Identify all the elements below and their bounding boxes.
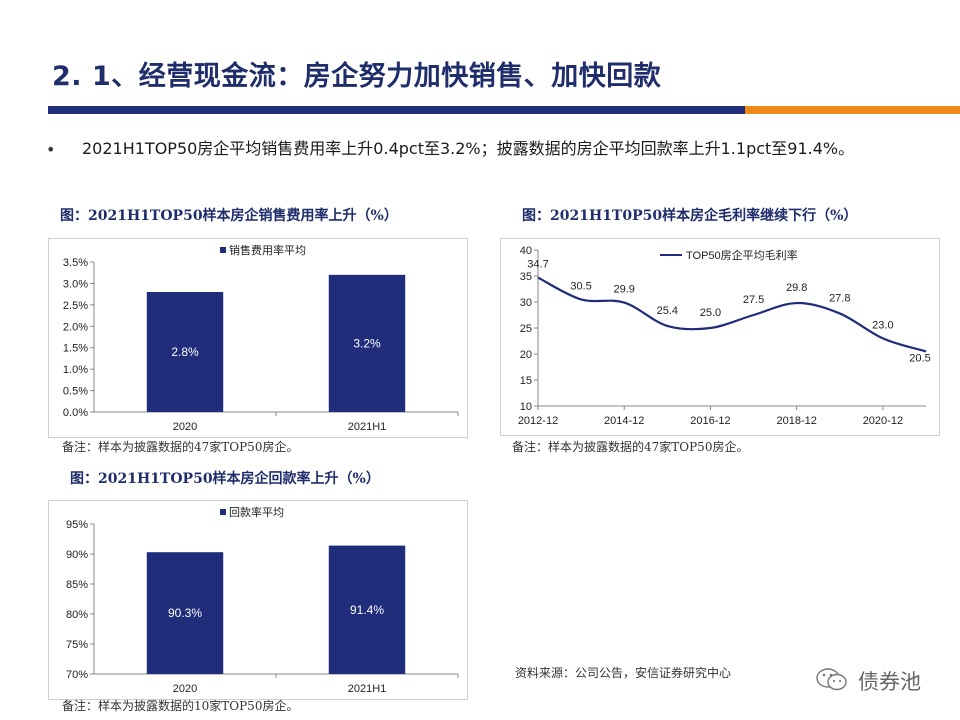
y-tick-label: 75% bbox=[66, 639, 88, 651]
bar bbox=[328, 274, 406, 412]
wechat-icon bbox=[816, 668, 847, 691]
chart-gross-margin: 10 15 20 25 30 35 40 2012-12 2014-12 2016-12 2018-… bbox=[500, 238, 940, 436]
data-label: 23.0 bbox=[872, 319, 893, 331]
chart3-note: 备注：样本为披露数据的10家TOP50房企。 bbox=[62, 699, 299, 713]
page-title: 2. 1、经营现金流：房企努力加快销售、加快回款 bbox=[52, 61, 662, 92]
series-line bbox=[537, 276, 927, 353]
bullet-text: 2021H1TOP50房企平均销售费用率上升0.4pct至3.2%；披露数据的房… bbox=[82, 139, 855, 158]
y-tick-label: 85% bbox=[66, 579, 88, 591]
y-tick-label: 40 bbox=[520, 245, 532, 257]
bar-value-label: 3.2% bbox=[353, 336, 381, 350]
y-tick-label: 70% bbox=[66, 669, 88, 681]
y-tick-label: 3.0% bbox=[63, 278, 88, 290]
x-tick-label: 2018-12 bbox=[776, 415, 816, 427]
bar bbox=[146, 552, 224, 674]
y-tick-label: 0.0% bbox=[63, 407, 88, 419]
bullet-icon: • bbox=[46, 140, 56, 159]
data-label: 25.4 bbox=[657, 305, 678, 317]
bar-value-label: 90.3% bbox=[168, 606, 202, 620]
y-tick-label: 95% bbox=[66, 519, 88, 531]
y-tick-label: 30 bbox=[520, 297, 532, 309]
data-label: 25.0 bbox=[700, 307, 721, 319]
data-label: 29.8 bbox=[786, 282, 807, 294]
y-tick-label: 25 bbox=[520, 323, 532, 335]
chart-border bbox=[48, 238, 468, 438]
bar bbox=[328, 545, 406, 674]
y-tick-label: 20 bbox=[520, 349, 532, 361]
legend-label: TOP50房企平均毛利率 bbox=[686, 248, 798, 262]
legend-label: 销售费用率平均 bbox=[229, 243, 306, 257]
legend-swatch bbox=[220, 509, 226, 515]
data-label: 30.5 bbox=[570, 280, 591, 292]
chart1-note: 备注：样本为披露数据的47家TOP50房企。 bbox=[62, 440, 299, 454]
y-tick-label: 1.0% bbox=[63, 364, 88, 376]
chart-collection-rate: 70% 75% 80% 85% 90% 95% 90.3% 2020 91.4% 2021H1 回款… bbox=[48, 500, 468, 700]
watermark-text: 债券池 bbox=[858, 670, 921, 694]
data-label: 20.5 bbox=[909, 352, 930, 364]
data-label: 27.5 bbox=[743, 294, 764, 306]
y-tick-label: 15 bbox=[520, 375, 532, 387]
chart1-caption: 图：2021H1TOP50样本房企销售费用率上升（%） bbox=[60, 208, 398, 224]
y-tick-label: 2.5% bbox=[63, 300, 88, 312]
y-tick-label: 35 bbox=[520, 271, 532, 283]
x-tick-label: 2020-12 bbox=[863, 415, 903, 427]
y-tick-label: 80% bbox=[66, 609, 88, 621]
chart-border bbox=[48, 500, 468, 700]
x-tick-label: 2021H1 bbox=[348, 421, 387, 433]
x-tick-label: 2021H1 bbox=[348, 683, 387, 695]
y-tick-label: 3.5% bbox=[63, 257, 88, 269]
wechat-watermark: 债券池 bbox=[812, 664, 942, 694]
y-tick-label: 2.0% bbox=[63, 321, 88, 333]
data-label: 29.9 bbox=[614, 284, 635, 296]
chart3-caption: 图：2021H1TOP50样本房企回款率上升（%） bbox=[70, 471, 380, 487]
bar bbox=[146, 292, 224, 412]
y-tick-label: 0.5% bbox=[63, 386, 88, 398]
bar-value-label: 2.8% bbox=[171, 345, 199, 359]
source-note: 资料来源：公司公告，安信证券研究中心 bbox=[515, 666, 732, 680]
y-tick-label: 90% bbox=[66, 549, 88, 561]
chart2-caption: 图：2021H1T0P50样本房企毛利率继续下行（%） bbox=[522, 208, 858, 224]
bar-value-label: 91.4% bbox=[350, 603, 384, 617]
legend-label: 回款率平均 bbox=[229, 505, 284, 519]
title-underline-orange bbox=[745, 106, 960, 114]
x-tick-label: 2020 bbox=[173, 683, 197, 695]
x-tick-label: 2014-12 bbox=[604, 415, 644, 427]
title-underline-blue bbox=[48, 106, 748, 114]
data-label: 34.7 bbox=[527, 259, 548, 271]
chart-border bbox=[500, 238, 940, 436]
x-tick-label: 2012-12 bbox=[518, 415, 558, 427]
x-tick-label: 2020 bbox=[173, 421, 197, 433]
chart2-note: 备注：样本为披露数据的47家TOP50房企。 bbox=[512, 440, 749, 454]
legend-swatch bbox=[220, 247, 226, 253]
x-tick-label: 2016-12 bbox=[690, 415, 730, 427]
chart-sales-expense-ratio: 0.0% 0.5% 1.0% 1.5% 2.0% 2.5% 3.0% 3.5% 2.8% 2020… bbox=[48, 238, 468, 438]
y-tick-label: 10 bbox=[520, 401, 532, 413]
y-tick-label: 1.5% bbox=[63, 343, 88, 355]
data-label: 27.8 bbox=[829, 292, 850, 304]
